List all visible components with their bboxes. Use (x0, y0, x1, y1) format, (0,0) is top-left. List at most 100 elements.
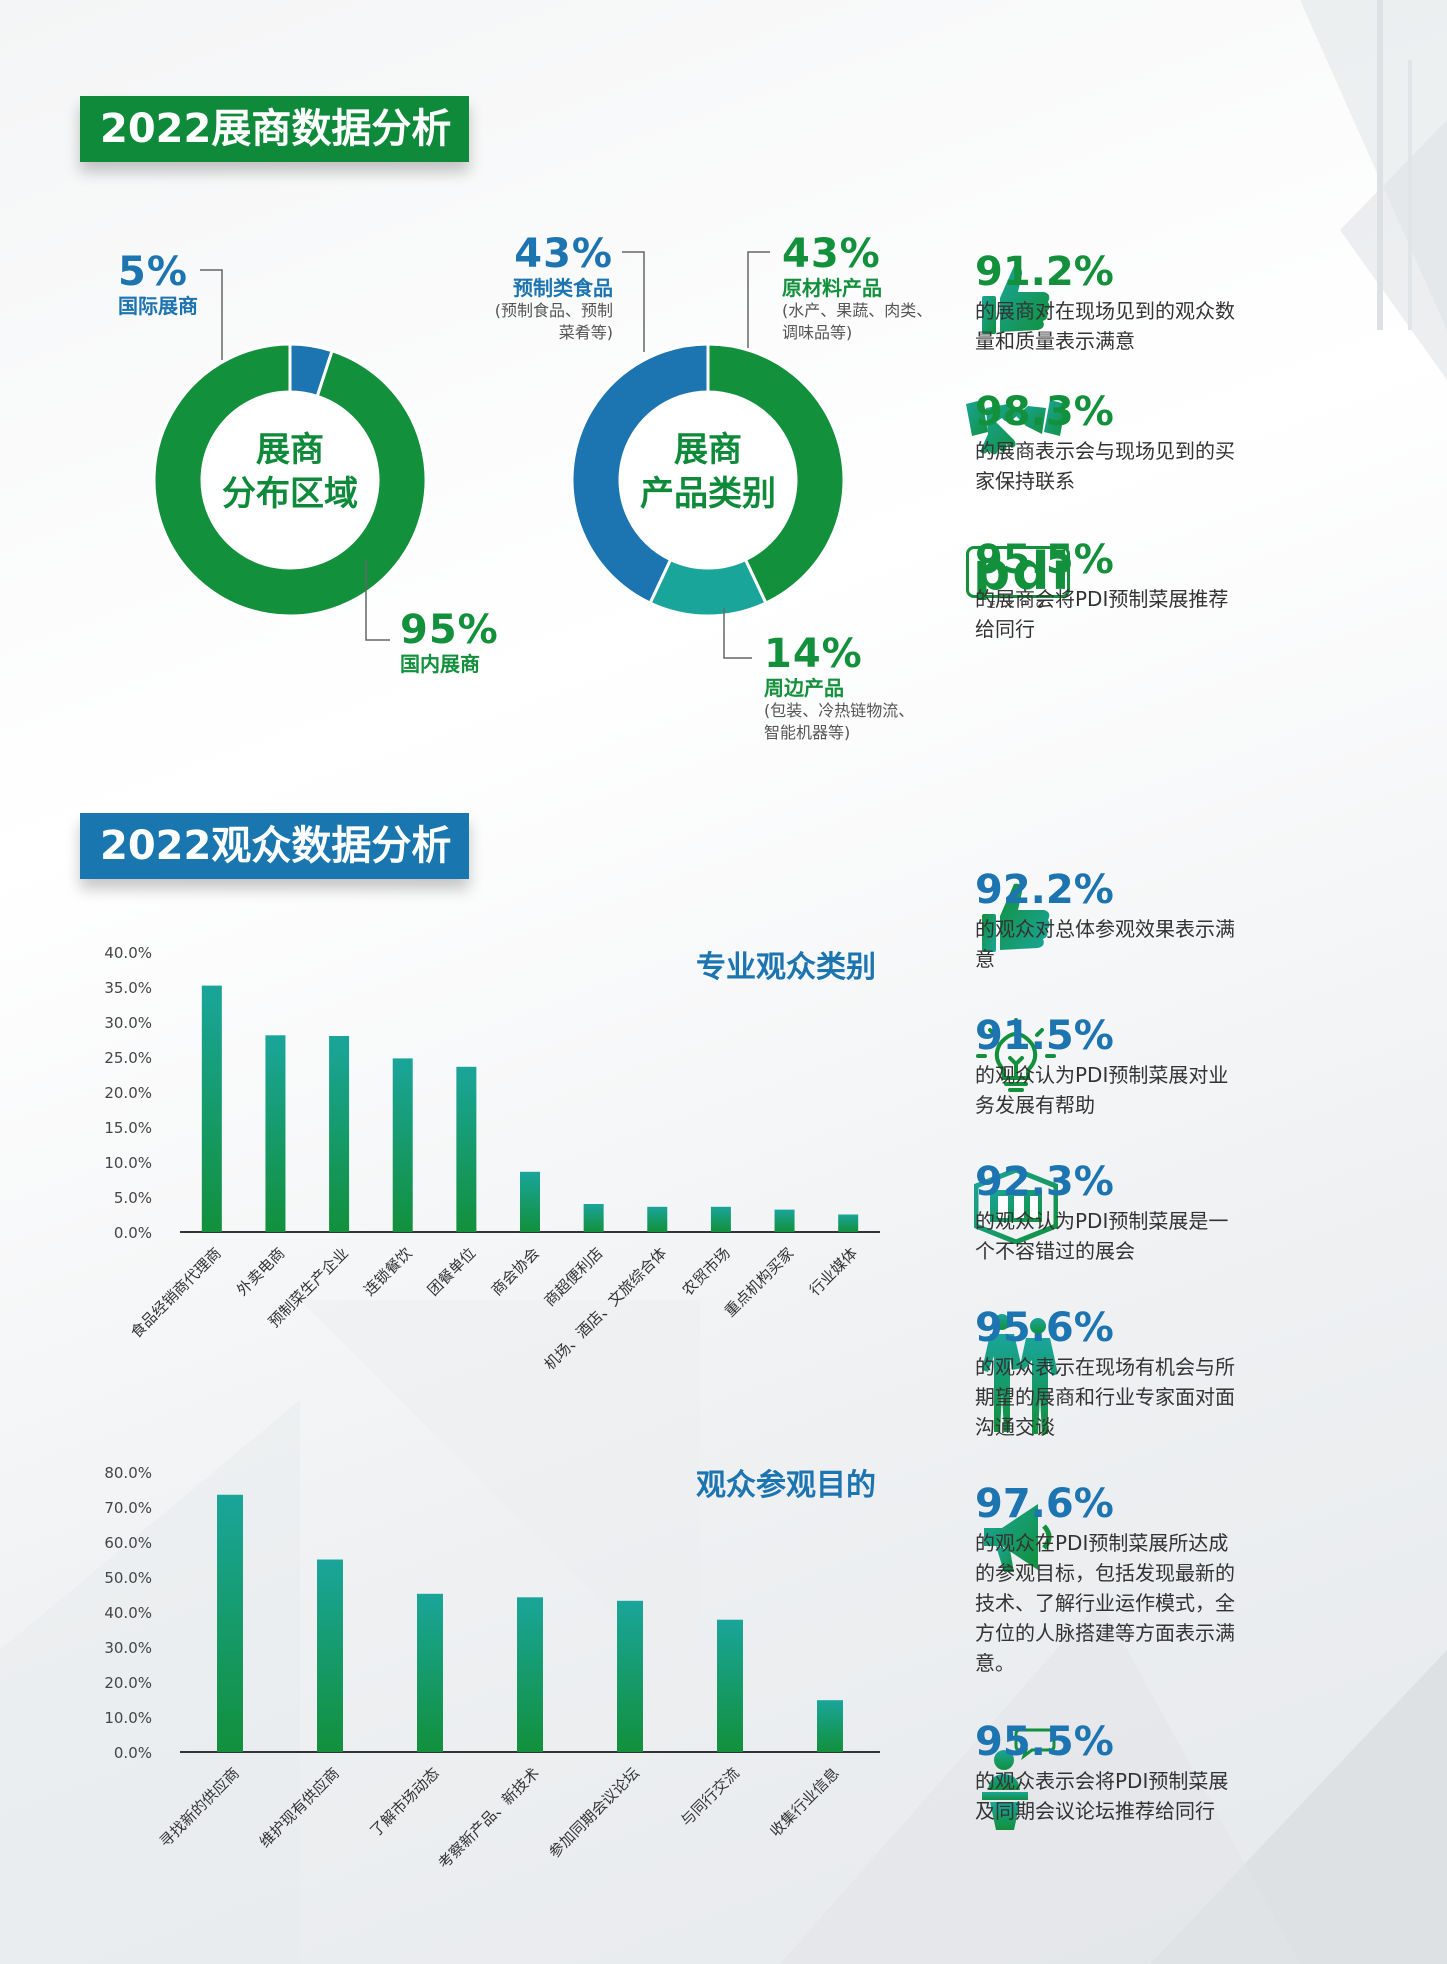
visitor-category-bar-chart: 0.0% 5.0% 10.0% 15.0% 20.0% 25.0% 30.0% 35.0% 40… (104, 944, 880, 1374)
raw-pct: 43% (782, 231, 881, 277)
pdi-logo-text: pdi (966, 546, 1070, 598)
pdi-logo-sub: E X P O (989, 600, 1047, 611)
visitor-stat-3: 92.3% 的观众认为PDI预制菜展是一个不容错过的展会 (975, 1160, 1395, 1266)
visitor-section-title: 2022观众数据分析 (80, 813, 470, 879)
visitor-stat-4-pct: 95.6% (975, 1305, 1114, 1351)
chart1-bar (647, 1206, 668, 1232)
chart1-bar (265, 1035, 286, 1232)
product-hole (622, 394, 794, 566)
product-slice-peripheral: 14% 周边产品 (包装、冷热链物流、 智能机器等) (764, 632, 944, 744)
chart2-ytick: 10.0% (104, 1709, 152, 1727)
exhibitor-stat-3: 95.5% 的展商会将PDI预制菜展推荐给同行 (975, 538, 1395, 644)
region-donut-chart (152, 342, 428, 618)
intl-label: 国际展商 (118, 294, 198, 318)
chart1-ytick: 5.0% (114, 1189, 152, 1207)
chart1-ytick: 40.0% (104, 944, 152, 962)
pdi-expo-logo: pdi E X P O (966, 546, 1070, 611)
chart1-bar (456, 1066, 477, 1232)
domestic-pct: 95% (400, 607, 499, 653)
visitor-stat-5-text: 的观众在PDI预制菜展所达成的参观目标，包括发现最新的技术、了解行业运作模式，全… (975, 1531, 1235, 1675)
peripheral-note1: (包装、冷热链物流、 (764, 701, 915, 720)
exhibitor-stat-1: 91.2% 的展商对在现场见到的观众数量和质量表示满意 (975, 250, 1395, 356)
visitor-stat-4-text: 的观众表示在现场有机会与所期望的展商和行业专家面对面沟通交谈 (975, 1355, 1235, 1439)
chart2-ytick: 70.0% (104, 1499, 152, 1517)
visitor-stat-2-text: 的观众认为PDI预制菜展对业务发展有帮助 (975, 1063, 1229, 1117)
chart1-category-label: 团餐单位 (424, 1244, 479, 1299)
handshake-icon (966, 400, 1066, 455)
thumbs-up-icon (982, 265, 1050, 334)
region-slice-intl: 5% 国际展商 (118, 250, 198, 318)
visitor-stat-1: 92.2% 的观众对总体参观效果表示满意 (975, 868, 1395, 974)
chart1-bar (201, 985, 222, 1232)
region-center-line2: 分布区域 (222, 474, 358, 514)
chart2-ytick: 0.0% (114, 1744, 152, 1762)
lightbulb-icon (976, 1018, 1056, 1092)
chart2-ytick: 60.0% (104, 1534, 152, 1552)
chart1-category-label: 农贸市场 (679, 1244, 734, 1299)
visitor-stat-1-pct: 92.2% (975, 867, 1114, 913)
chart1-bar (392, 1058, 413, 1232)
chart2-category-label: 了解市场动态 (366, 1764, 442, 1840)
chart2-category-label: 考察新产品、新技术 (435, 1764, 543, 1872)
raw-label: 原材料产品 (782, 276, 882, 300)
visitor-stat-4: 95.6% 的观众表示在现场有机会与所期望的展商和行业专家面对面沟通交谈 (975, 1306, 1395, 1442)
chart1-ytick: 15.0% (104, 1119, 152, 1137)
product-slice-0 (706, 342, 846, 606)
visitor-stat-6-pct: 95.5% (975, 1719, 1114, 1765)
chart2-ytick: 30.0% (104, 1639, 152, 1657)
chart2-ytick: 40.0% (104, 1604, 152, 1622)
visitor-stat-3-pct: 92.3% (975, 1159, 1114, 1205)
chart1-ytick: 30.0% (104, 1014, 152, 1032)
region-leader-lines (200, 269, 390, 641)
booth-icon (974, 1168, 1058, 1244)
chart2-ytick: 50.0% (104, 1569, 152, 1587)
region-slice-domestic: 95% 国内展商 (400, 608, 499, 676)
visitor-stat-6: 95.5% 的观众表示会将PDI预制菜展及同期会议论坛推荐给同行 (975, 1720, 1395, 1826)
chart2-category-label: 寻找新的供应商 (156, 1764, 243, 1851)
product-center-line1: 展商 (674, 430, 742, 470)
product-slice-raw: 43% 原材料产品 (水产、果蔬、肉类、 调味品等) (782, 232, 962, 344)
peripheral-note2: 智能机器等) (764, 723, 851, 742)
visitor-stat-2: 91.5% 的观众认为PDI预制菜展对业务发展有帮助 (975, 1014, 1395, 1120)
visit-purpose-bar-chart: 0.0% 10.0% 20.0% 30.0% 40.0% 50.0% 60.0% 70.0% 8… (104, 1464, 880, 1872)
peripheral-label: 周边产品 (764, 676, 844, 700)
chart2-ytick: 80.0% (104, 1464, 152, 1482)
region-slice-1 (288, 342, 334, 399)
exhibitor-section-title: 2022展商数据分析 (80, 96, 470, 162)
chart1-category-label: 商会协会 (488, 1244, 543, 1299)
chart2-category-label: 收集行业信息 (766, 1764, 842, 1840)
prepared-label: 预制类食品 (513, 276, 613, 300)
visitor-stat-2-pct: 91.5% (975, 1013, 1114, 1059)
chart2-bar (317, 1559, 343, 1752)
chart2-category-label: 参加同期会议论坛 (545, 1764, 643, 1862)
exhibitor-stat-2-text: 的展商表示会与现场见到的买家保持联系 (975, 439, 1235, 493)
product-donut-chart (570, 342, 846, 618)
speaker-podium-icon (982, 1728, 1056, 1830)
region-slice-0 (152, 342, 428, 618)
chart1-ytick: 35.0% (104, 979, 152, 997)
visitor-stat-3-text: 的观众认为PDI预制菜展是一个不容错过的展会 (975, 1209, 1229, 1263)
visitor-stat-1-text: 的观众对总体参观效果表示满意 (975, 917, 1235, 971)
chart1-title: 专业观众类别 (696, 950, 876, 985)
chart1-bar (838, 1214, 859, 1232)
chart2-ytick: 20.0% (104, 1674, 152, 1692)
chart1-bar (710, 1206, 731, 1232)
chart1-category-label: 食品经销商代理商 (127, 1244, 225, 1342)
visitor-stat-5: 97.6% 的观众在PDI预制菜展所达成的参观目标，包括发现最新的技术、了解行业… (975, 1482, 1395, 1678)
region-hole (204, 394, 376, 566)
exhibitor-stat-3-text: 的展商会将PDI预制菜展推荐给同行 (975, 587, 1229, 641)
intl-pct: 5% (118, 249, 188, 295)
chart2-bar (717, 1619, 743, 1752)
prepared-pct: 43% (514, 231, 613, 277)
chart2-category-label: 与同行交流 (677, 1764, 743, 1830)
chart1-category-label: 连锁餐饮 (360, 1244, 415, 1299)
thumbs-up-icon (982, 883, 1050, 952)
chart1-bar (329, 1036, 350, 1232)
exhibitor-stat-2-pct: 98.3% (975, 389, 1114, 435)
chart1-category-label: 商超便利店 (541, 1244, 607, 1310)
raw-note2: 调味品等) (782, 323, 853, 342)
chart1-ytick: 0.0% (114, 1224, 152, 1242)
chart1-ytick: 10.0% (104, 1154, 152, 1172)
raw-note1: (水产、果蔬、肉类、 (782, 301, 933, 320)
business-people-icon (982, 1314, 1058, 1434)
